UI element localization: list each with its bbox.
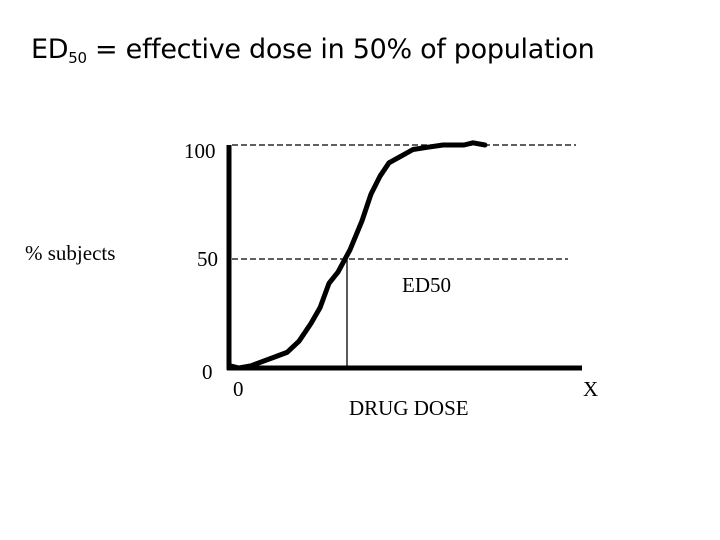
page-title: ED50 = effective dose in 50% of populati… [31, 34, 595, 67]
y-tick-50: 50 [197, 247, 218, 271]
dose-response-curve [227, 140, 488, 371]
x-axis-end-label: X [583, 377, 599, 401]
y-tick-100: 100 [184, 139, 216, 163]
ed50-label: ED50 [402, 273, 451, 297]
x-axis-label: DRUG DOSE [349, 396, 469, 420]
y-tick-0: 0 [202, 360, 213, 384]
y-axis-label: % subjects [25, 241, 116, 265]
x-origin-label: 0 [233, 377, 244, 401]
